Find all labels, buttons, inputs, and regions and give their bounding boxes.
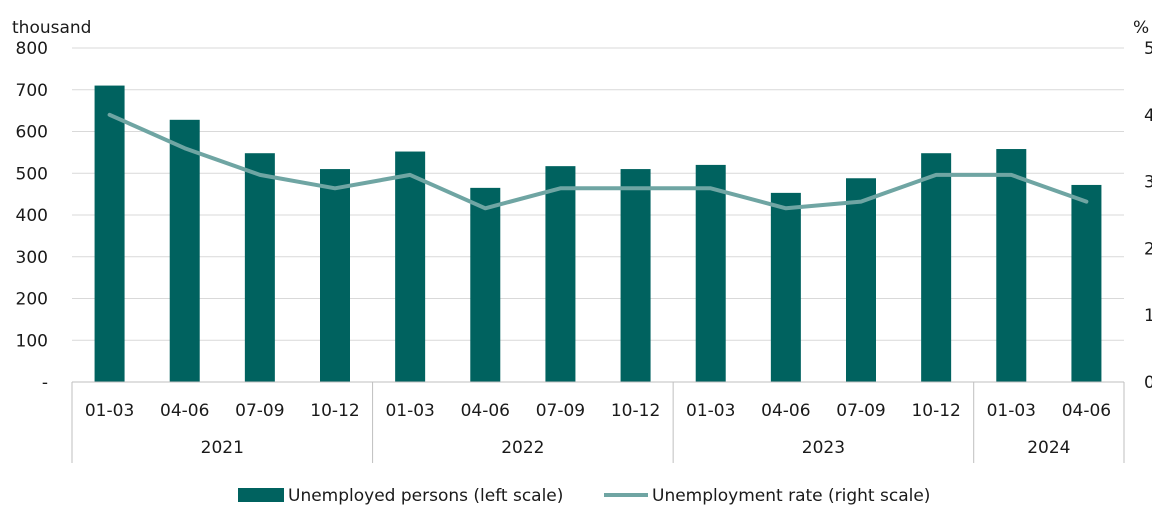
- x-tick-label: 01-03: [385, 401, 434, 421]
- x-tick-label: 04-06: [761, 401, 810, 421]
- y-right-tick-label: 4: [1144, 106, 1152, 126]
- legend-bar-swatch: [238, 488, 284, 502]
- bar: [695, 164, 726, 382]
- x-tick-label: 10-12: [911, 401, 960, 421]
- bar-series: [94, 85, 1102, 382]
- y-left-tick-label: 800: [16, 39, 48, 59]
- x-tick-label: 10-12: [310, 401, 359, 421]
- x-tick-label: 04-06: [1062, 401, 1111, 421]
- bar: [996, 149, 1027, 382]
- x-group-label: 2024: [1027, 438, 1070, 458]
- x-tick-label: 07-09: [536, 401, 585, 421]
- bar: [620, 169, 651, 382]
- y-left-tick-label: 700: [16, 81, 48, 101]
- bar: [921, 153, 952, 382]
- y-right-tick-label: 0: [1144, 373, 1152, 393]
- x-tick-label: 04-06: [461, 401, 510, 421]
- legend-label-unemployed-persons: Unemployed persons (left scale): [288, 486, 563, 506]
- x-tick-label: 01-03: [686, 401, 735, 421]
- y-left-tick-label: 600: [16, 123, 48, 143]
- right-axis-unit: %: [1133, 18, 1149, 38]
- x-tick-label: 07-09: [836, 401, 885, 421]
- bar: [470, 187, 501, 382]
- gridlines: [72, 47, 1124, 341]
- bar: [244, 153, 275, 382]
- y-right-tick-label: 3: [1144, 173, 1152, 193]
- bar: [770, 192, 801, 382]
- bar: [1071, 184, 1102, 382]
- bar: [846, 178, 876, 382]
- x-group-label: 2022: [501, 438, 544, 458]
- y-left-tick-label: 300: [16, 248, 48, 268]
- bar: [395, 151, 426, 382]
- x-tick-label: 04-06: [160, 401, 209, 421]
- legend: Unemployed persons (left scale) Unemploym…: [238, 486, 930, 506]
- x-group-label: 2023: [802, 438, 845, 458]
- bar: [320, 169, 350, 382]
- y-left-tick-label: 500: [16, 164, 48, 184]
- y-left-tick-label: 400: [16, 206, 48, 226]
- legend-label-unemployment-rate: Unemployment rate (right scale): [652, 486, 930, 506]
- x-group-label: 2021: [201, 438, 244, 458]
- bar: [545, 166, 576, 382]
- line-series-path: [107, 112, 1089, 211]
- axes: - 100 200 300 400 500 600 700 800 0 1 2 3 4 5 01-03 04-0…: [16, 39, 1152, 463]
- y-left-tick-label: -: [42, 373, 48, 393]
- line-series: [107, 112, 1089, 211]
- y-left-tick-label: 100: [16, 331, 48, 351]
- x-tick-label: 10-12: [611, 401, 660, 421]
- bar: [169, 119, 200, 382]
- x-tick-label: 01-03: [987, 401, 1036, 421]
- y-right-tick-label: 5: [1144, 39, 1152, 59]
- left-axis-unit: thousand: [12, 18, 91, 38]
- y-left-tick-label: 200: [16, 290, 48, 310]
- x-tick-label: 07-09: [235, 401, 284, 421]
- x-tick-label: 01-03: [85, 401, 134, 421]
- y-right-tick-label: 2: [1144, 239, 1152, 259]
- bar: [94, 85, 125, 382]
- y-right-tick-label: 1: [1144, 306, 1152, 326]
